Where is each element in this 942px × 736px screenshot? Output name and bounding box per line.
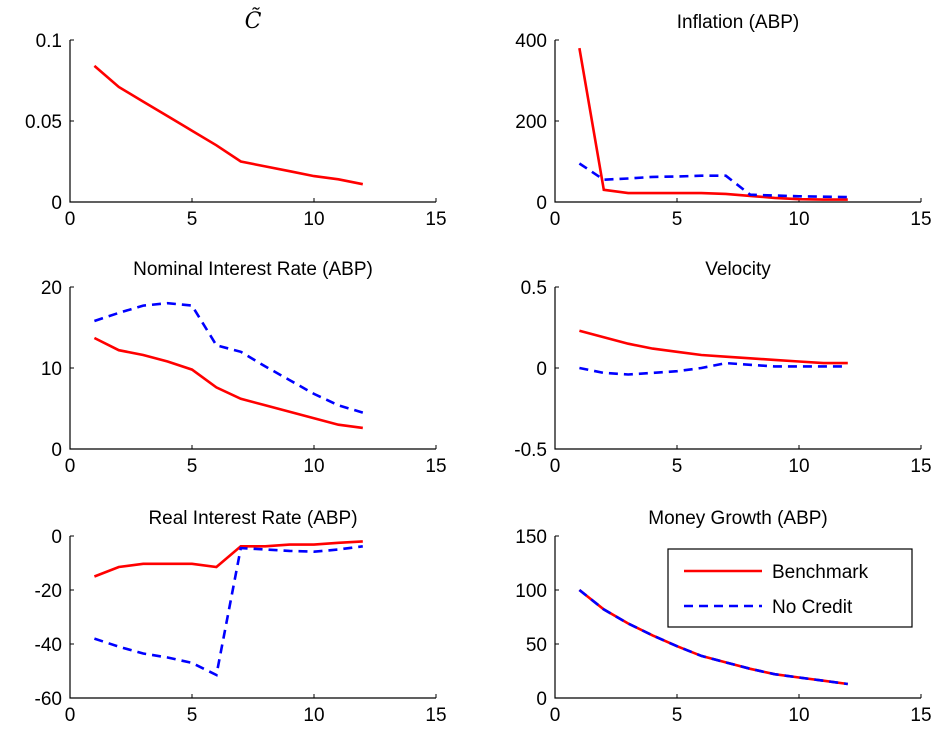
x-tick-label: 15	[425, 705, 446, 726]
y-tick-label: 0	[51, 193, 62, 214]
x-tick-label: 15	[425, 456, 446, 477]
axis-lines	[69, 536, 436, 699]
y-tick-label: 20	[41, 278, 62, 299]
series-line-solid	[93, 64, 364, 186]
y-tick-label: 10	[41, 359, 62, 380]
panel-title: Real Interest Rate (ABP)	[148, 508, 357, 529]
legend-label: Benchmark	[772, 562, 869, 583]
series-line-solid	[578, 47, 848, 201]
series-line-solid	[93, 336, 363, 430]
y-tick-label: 0	[51, 440, 62, 461]
y-tick-label: 0	[536, 359, 547, 380]
x-tick-label: 0	[65, 456, 76, 477]
panel-inflation-abp: 0 5 10 15 0 200 400 Inflation (ABP)	[515, 12, 931, 230]
y-tick-label: 0	[536, 193, 547, 214]
x-tick-label: 0	[550, 705, 561, 726]
series-line-solid	[93, 540, 363, 578]
x-tick-label: 10	[303, 209, 324, 230]
panel-real-interest-rate-abp: 0 5 10 15 -60 -40 -20 0 Real Interest Rate (ABP)	[35, 508, 447, 726]
y-tick-label: 50	[526, 635, 547, 656]
y-tick-label: 200	[515, 112, 547, 133]
y-tick-label: 100	[515, 581, 547, 602]
legend: Benchmark No Credit	[667, 548, 913, 628]
y-tick-label: -40	[35, 635, 62, 656]
x-tick-label: 0	[550, 456, 561, 477]
series-line-dashed	[578, 588, 848, 686]
series-line-dashed	[578, 162, 848, 199]
axis-lines	[554, 287, 921, 450]
x-tick-label: 5	[187, 456, 198, 477]
x-tick-label: 15	[425, 209, 446, 230]
series-line-dashed	[93, 545, 363, 677]
series-line-solid	[579, 329, 848, 365]
x-tick-label: 5	[187, 209, 198, 230]
y-tick-label: -20	[35, 581, 62, 602]
y-tick-label: 0.1	[36, 31, 62, 52]
legend-label: No Credit	[772, 597, 853, 618]
panel-nominal-interest-rate-abp: 0 5 10 15 0 10 20 Nominal Interest Rate (ABP)	[41, 259, 447, 477]
x-tick-label: 0	[65, 705, 76, 726]
x-tick-label: 10	[303, 705, 324, 726]
x-tick-label: 15	[910, 456, 931, 477]
axis-lines	[69, 40, 436, 203]
y-tick-label: 0	[51, 527, 62, 548]
legend-box	[667, 548, 913, 628]
x-tick-label: 15	[910, 209, 931, 230]
panel-title: Money Growth (ABP)	[648, 508, 828, 529]
panel-title: Inflation (ABP)	[677, 12, 800, 33]
y-tick-label: 0.5	[521, 278, 547, 299]
x-tick-label: 5	[672, 705, 683, 726]
panel-c: 0 5 10 15 0 0.05 0.1 C̃	[25, 8, 447, 230]
x-tick-label: 10	[788, 456, 809, 477]
x-tick-label: 0	[550, 209, 561, 230]
series-line-dashed	[579, 361, 848, 376]
y-tick-label: 0.05	[25, 112, 62, 133]
x-tick-label: 5	[672, 209, 683, 230]
x-tick-label: 5	[672, 456, 683, 477]
y-tick-label: -0.5	[514, 440, 547, 461]
y-tick-label: -60	[35, 689, 62, 710]
y-tick-label: 150	[515, 527, 547, 548]
x-tick-label: 10	[788, 209, 809, 230]
series-line-dashed	[93, 301, 364, 414]
panel-title: Nominal Interest Rate (ABP)	[133, 259, 373, 280]
panel-title: Velocity	[705, 259, 771, 280]
axis-lines	[554, 40, 921, 203]
x-tick-label: 10	[303, 456, 324, 477]
panel-title: C̃	[245, 8, 262, 34]
y-tick-label: 0	[536, 689, 547, 710]
x-tick-label: 10	[788, 705, 809, 726]
x-tick-label: 15	[910, 705, 931, 726]
x-tick-label: 0	[65, 209, 76, 230]
x-tick-label: 5	[187, 705, 198, 726]
y-tick-label: 400	[515, 31, 547, 52]
